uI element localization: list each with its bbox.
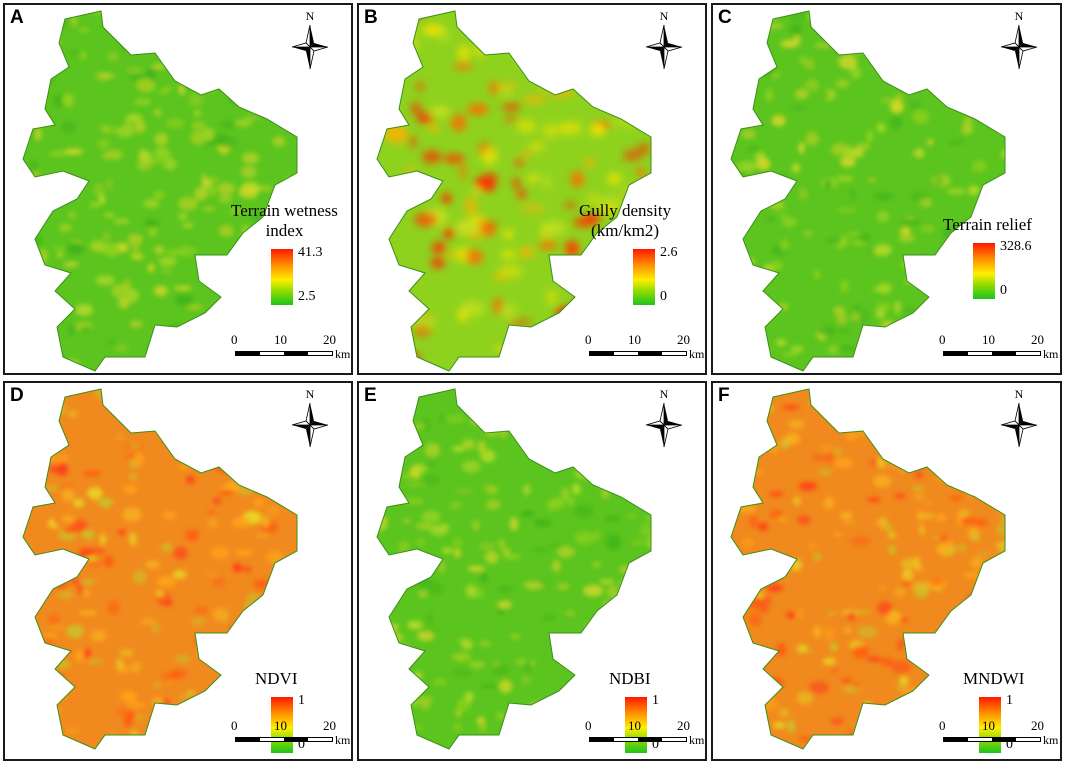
panel-label: A	[10, 7, 24, 28]
legend-max-value: 1	[298, 693, 305, 708]
north-arrow-icon: N	[992, 9, 1046, 75]
legend-color-ramp	[633, 249, 655, 305]
north-arrow-icon: N	[992, 387, 1046, 453]
map-panel-c: C N Terrain relief 328.6 0 0 10 20 km	[711, 3, 1062, 375]
legend-title: MNDWI	[963, 669, 1025, 688]
legend-color-ramp	[973, 243, 995, 299]
scale-bar: 0 10 20 km	[231, 718, 351, 747]
legend-title: NDBI	[609, 669, 651, 688]
legend-min-value: 0	[652, 737, 659, 752]
north-arrow-icon: N	[283, 387, 337, 453]
scale-bar: 0 10 20 km	[585, 718, 705, 747]
legend-max-value: 1	[1006, 693, 1013, 708]
panel-label: B	[364, 7, 378, 28]
legend-max-value: 1	[652, 693, 659, 708]
legend-min-value: 0	[298, 737, 305, 752]
north-arrow-icon: N	[283, 9, 337, 75]
legend-min-value: 0	[1000, 283, 1007, 298]
panel-label: D	[10, 385, 24, 406]
panel-label: C	[718, 7, 732, 28]
map-panel-f: F N MNDWI 1 0 0 10 20 km	[711, 381, 1062, 761]
north-arrow-icon: N	[637, 9, 691, 75]
legend-max-value: 41.3	[298, 245, 323, 260]
panel-label: E	[364, 385, 377, 406]
north-arrow-icon: N	[637, 387, 691, 453]
region-map	[376, 10, 652, 372]
legend-title: Gully density (km/km2)	[579, 201, 672, 240]
legend-max-value: 2.6	[660, 245, 678, 260]
legend-title: Terrain relief	[943, 215, 1032, 234]
map-panel-e: E N NDBI 1 0 0 10 20 km	[357, 381, 707, 761]
region-map	[730, 10, 1006, 372]
panel-label: F	[718, 385, 730, 406]
scale-bar: 0 10 20 km	[939, 718, 1059, 747]
legend-min-value: 2.5	[298, 289, 316, 304]
scale-bar: 0 10 20 km	[939, 332, 1059, 361]
map-panel-a: A N Terrain wetness index 41.3 2.5 0 10 20 km	[3, 3, 353, 375]
map-panel-d: D N NDVI 1 0 0 10 20 km	[3, 381, 353, 761]
legend-title: NDVI	[255, 669, 298, 688]
region-map	[22, 388, 298, 750]
region-map	[730, 388, 1006, 750]
legend-max-value: 328.6	[1000, 239, 1032, 254]
legend-title: Terrain wetness index	[231, 201, 338, 240]
scale-bar: 0 10 20 km	[231, 332, 351, 361]
map-panel-b: B N Gully density (km/km2) 2.6 0 0 10 20 km	[357, 3, 707, 375]
region-map	[376, 388, 652, 750]
legend-min-value: 0	[660, 289, 667, 304]
legend-color-ramp	[271, 249, 293, 305]
scale-bar: 0 10 20 km	[585, 332, 705, 361]
legend-min-value: 0	[1006, 737, 1013, 752]
region-map	[22, 10, 298, 372]
